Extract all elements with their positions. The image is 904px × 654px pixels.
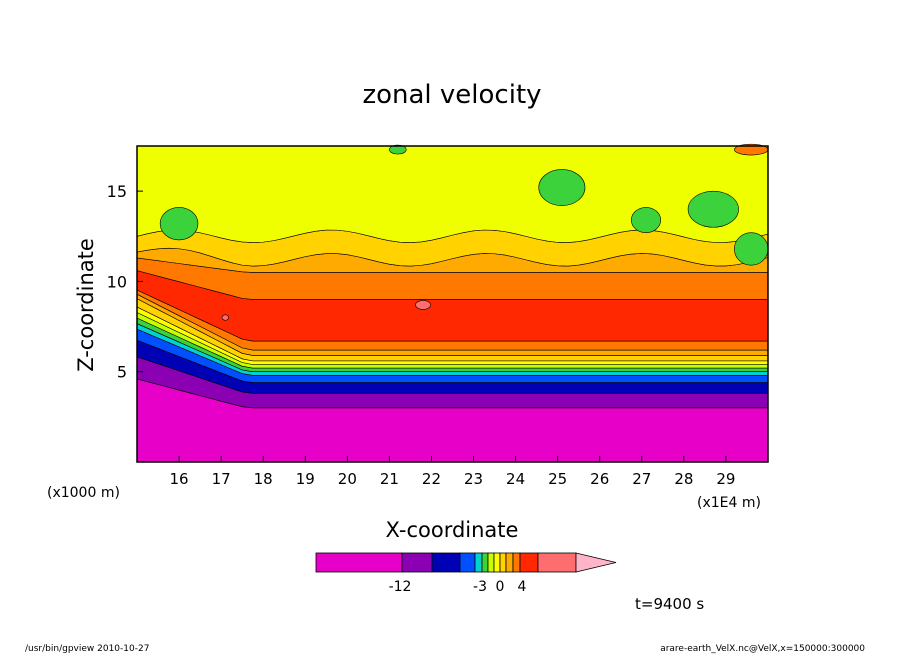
contour-feature-2 [630,207,662,233]
contour-feature-3 [687,190,739,228]
colorbar-swatch-1 [401,552,433,573]
y-tick-label-15: 15 [107,182,127,201]
x-tick-label-21: 21 [380,470,399,488]
colorbar-swatch-10 [512,552,521,573]
x-tick-label-18: 18 [254,470,273,488]
contour-feature-7 [221,314,230,321]
x-tick-label-16: 16 [170,470,189,488]
x-tick-label-24: 24 [506,470,525,488]
contour-band-0u [136,145,769,243]
colorbar-swatch-4 [474,552,483,573]
colorbar-swatch-8 [499,552,507,573]
x-tick-label-17: 17 [212,470,231,488]
chart-title: zonal velocity [362,80,541,110]
contour-feature-5 [389,144,407,155]
contour-feature-6 [415,300,431,310]
x-axis-ticks: 16 17 18 19 20 21 22 23 24 25 26 27 28 29 [170,456,735,488]
colorbar: -12 -3 0 4 [315,552,617,595]
colorbar-swatch-2 [431,552,461,573]
plot-frame [136,145,769,463]
colorbar-swatch-12 [537,552,577,573]
colorbar-swatch-6 [487,552,495,573]
y-tick-label-5: 5 [117,363,127,382]
x-axis-label: X-coordinate [386,518,519,542]
colorbar-label-0: -12 [389,579,412,595]
x-unit-right: (x1E4 m) [697,495,761,511]
contour-features [159,143,769,321]
y-axis-label: Z-coordinate [74,238,98,372]
contour-feature-0 [159,207,199,241]
colorbar-label-3: 4 [518,579,527,595]
contour-layers [136,145,769,463]
colorbar-label-1: -3 [473,579,487,595]
colorbar-swatch-11 [519,552,539,573]
footer-left: /usr/bin/gpview 2010-10-27 [25,644,149,654]
colorbar-swatch-7 [493,552,501,573]
y-tick-label-10: 10 [107,272,127,291]
contour-feature-1 [538,169,586,206]
x-tick-label-23: 23 [464,470,483,488]
x-tick-label-26: 26 [590,470,609,488]
x-tick-label-19: 19 [296,470,315,488]
x-tick-label-28: 28 [674,470,693,488]
x-tick-label-27: 27 [632,470,651,488]
colorbar-swatch-9 [505,552,514,573]
time-annotation: t=9400 s [635,595,704,613]
x-unit-left: (x1000 m) [47,485,120,501]
x-tick-label-22: 22 [422,470,441,488]
colorbar-arrow [575,552,617,573]
x-tick-label-29: 29 [716,470,735,488]
x-tick-label-20: 20 [338,470,357,488]
x-tick-label-25: 25 [548,470,567,488]
colorbar-swatch-5 [481,552,489,573]
colorbar-swatch-3 [459,552,476,573]
colorbar-label-2: 0 [496,579,505,595]
footer-right: arare-earth_VelX.nc@VelX,x=150000:300000 [660,644,865,654]
colorbar-swatch-0 [315,552,403,573]
contour-feature-4 [734,232,769,266]
y-axis-ticks: 5 10 15 [107,182,143,382]
